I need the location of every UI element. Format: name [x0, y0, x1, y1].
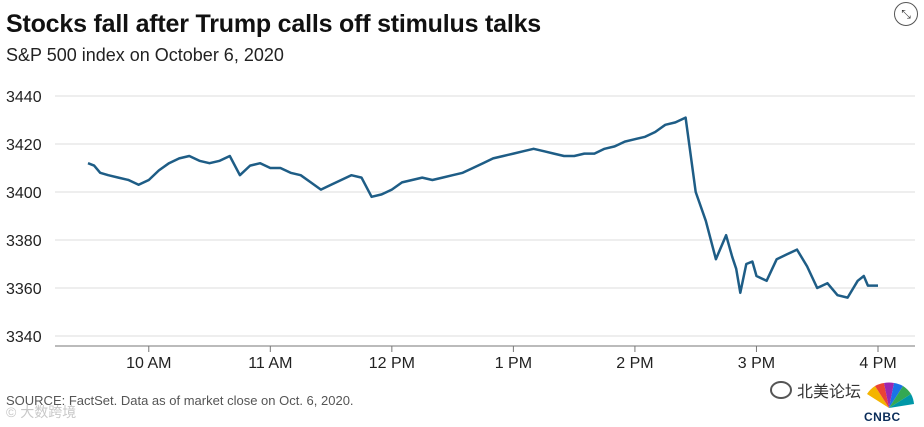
wechat-icon [770, 381, 792, 399]
y-tick-label: 3340 [6, 329, 42, 346]
watermark-text: © 大数跨境 [6, 404, 77, 420]
y-tick-label: 3380 [6, 233, 42, 250]
wechat-label: 北美论坛 [797, 384, 862, 401]
chart-subtitle: S&P 500 index on October 6, 2020 [6, 45, 284, 65]
x-tick-label: 11 AM [248, 355, 292, 372]
x-tick-label: 2 PM [616, 355, 653, 372]
line-chart: 3340 3360 3380 3400 3420 3440 10 AM 11 AM 12 PM 1… [6, 89, 915, 372]
y-tick-label: 3440 [6, 89, 42, 106]
x-tick-label: 3 PM [738, 355, 775, 372]
source-note: SOURCE: FactSet. Data as of market close… [6, 393, 354, 408]
sp500-series-line [87, 116, 878, 299]
chart-title: Stocks fall after Trump calls off stimul… [6, 10, 542, 38]
y-tick-label: 3420 [6, 137, 42, 154]
x-tick-label: 12 PM [369, 355, 415, 372]
x-tick-label: 1 PM [495, 355, 532, 372]
expand-icon[interactable]: ⤡ [894, 2, 918, 26]
y-tick-label: 3360 [6, 281, 42, 298]
wechat-watermark: 北美论坛 [770, 378, 861, 402]
x-tick-label: 4 PM [859, 355, 896, 372]
cnbc-logo-text: CNBC [864, 410, 901, 424]
x-tick-label: 10 AM [126, 355, 171, 372]
cnbc-peacock-logo [867, 382, 914, 408]
y-tick-label: 3400 [6, 185, 42, 202]
